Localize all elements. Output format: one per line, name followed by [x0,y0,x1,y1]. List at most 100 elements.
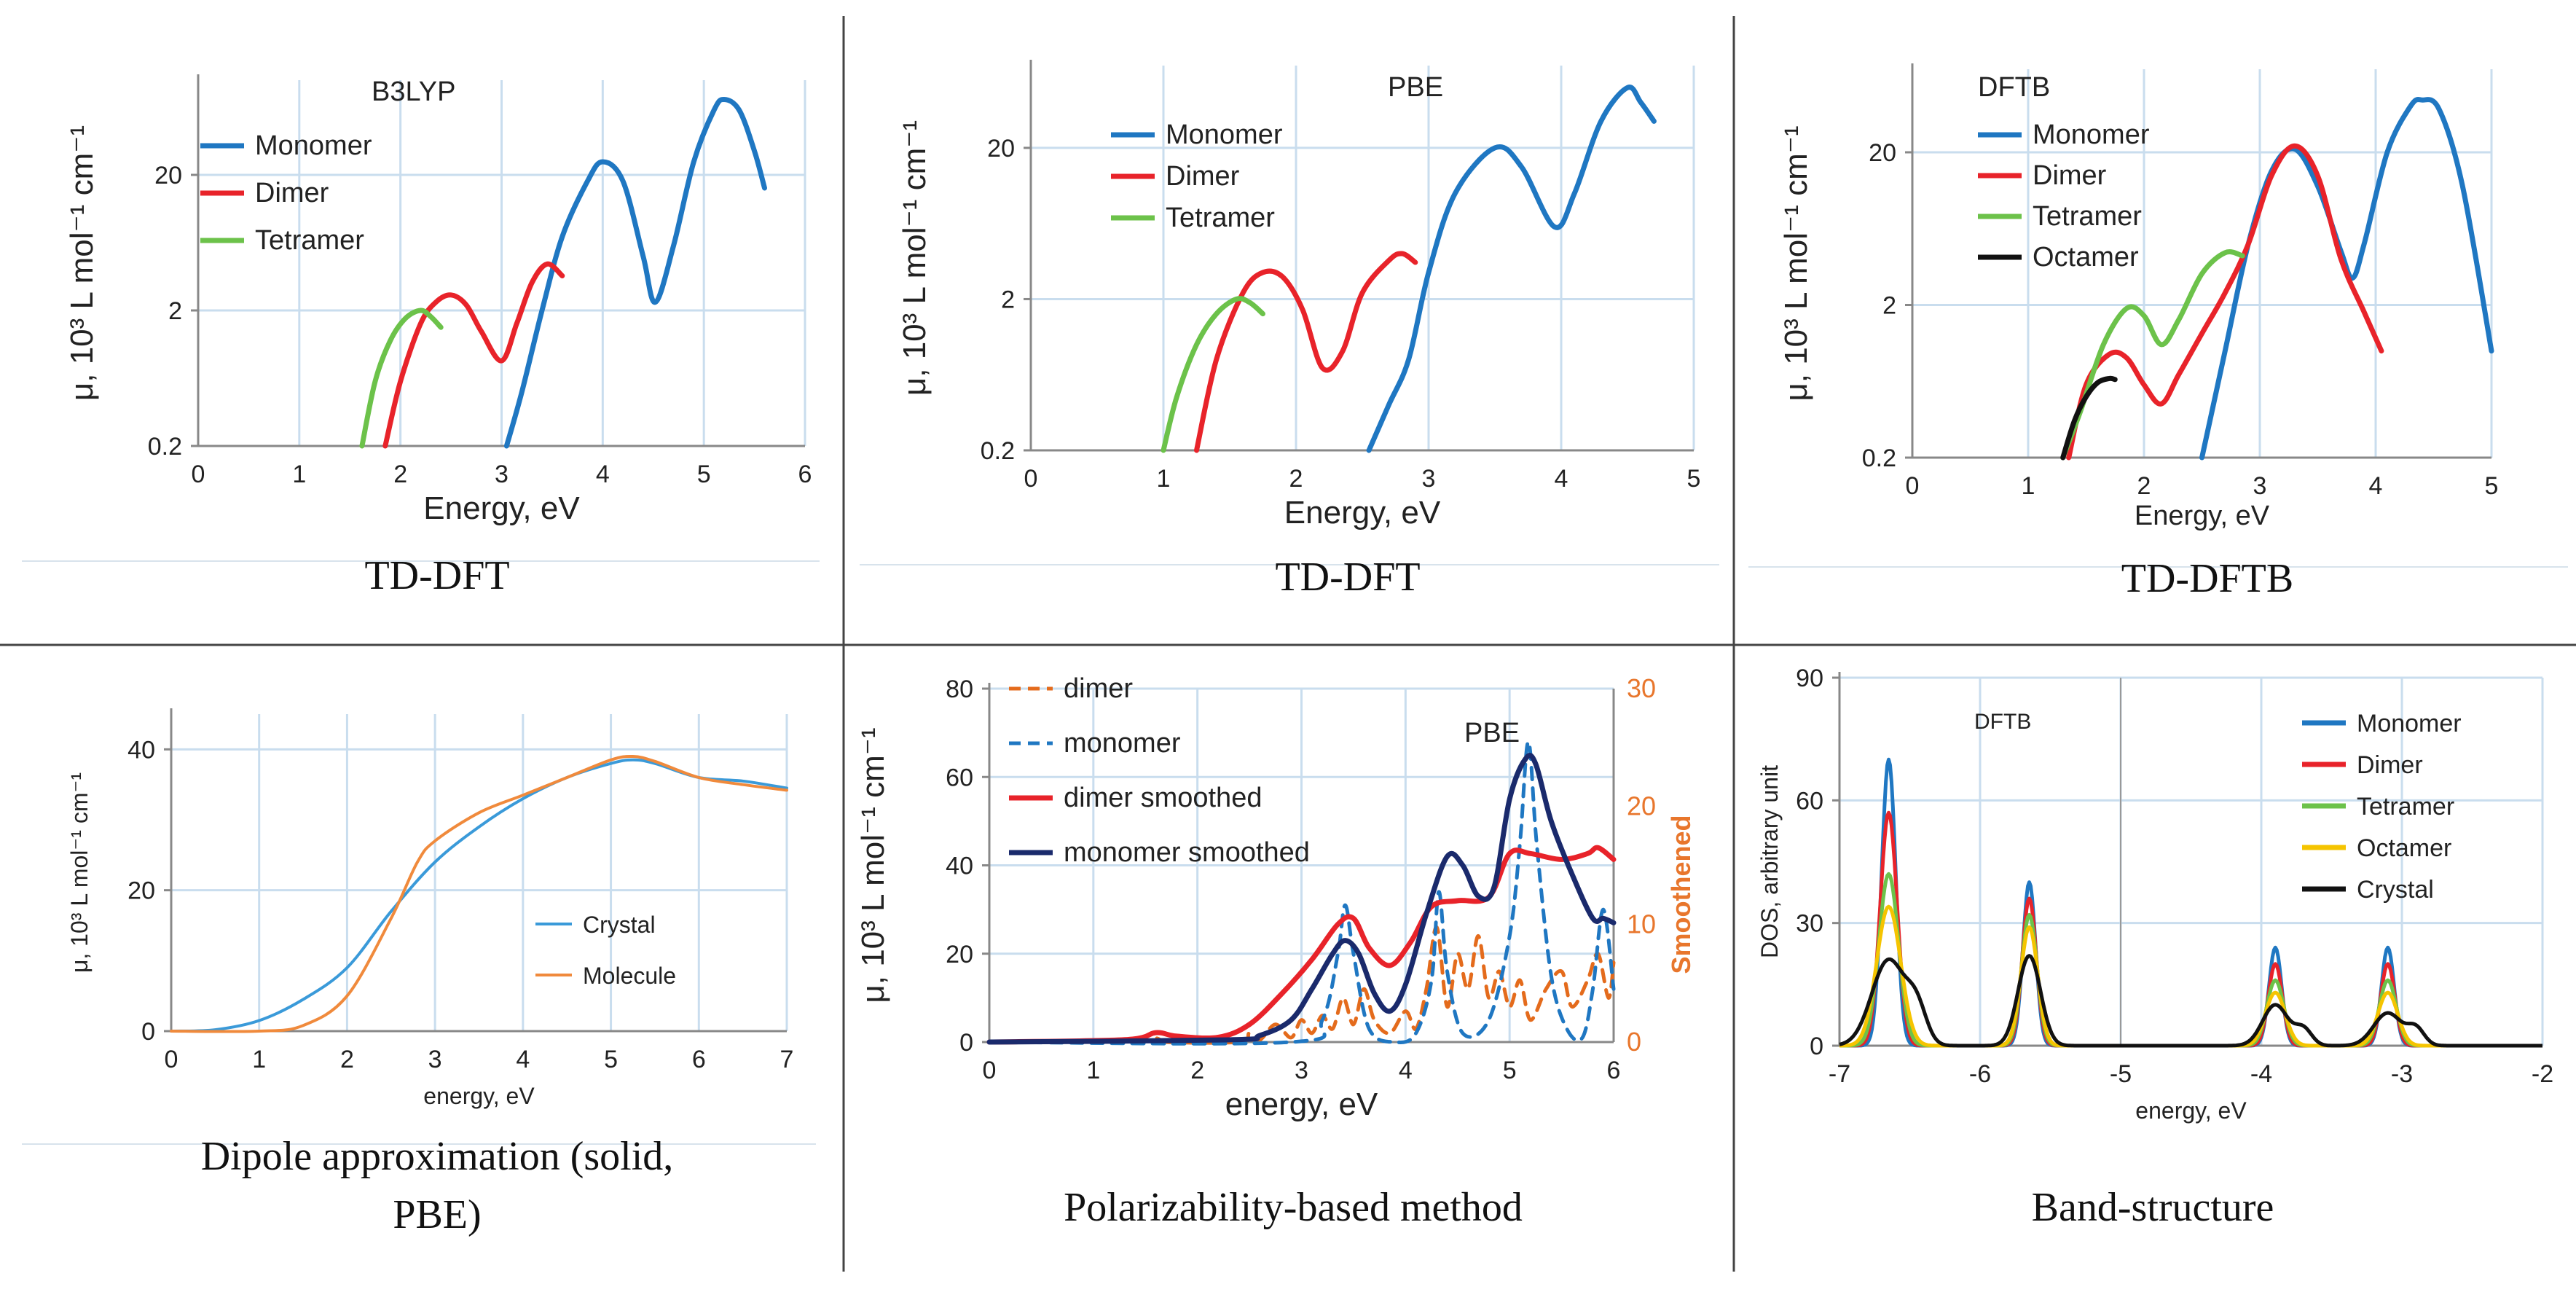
x-axis-label: Energy, eV [423,490,580,526]
y2-axis-label: Smoothened [1666,815,1696,974]
legend-label-monomer: monomer [1064,728,1181,759]
y-tick-label: 20 [946,941,973,968]
x-axis-label: energy, eV [1225,1087,1378,1122]
panel-caption: TD-DFTB [2121,556,2293,601]
legend-label-dimer: Dimer [2033,160,2107,191]
x-tick-label: 0 [192,461,205,488]
y-tick-label: 2 [1882,291,1896,319]
chart-title: B3LYP [372,77,455,107]
panel-dividers [0,16,2576,1272]
series-line-octamer [2060,375,2118,461]
legend-label-dimer: Dimer [1166,161,1240,192]
y-tick-label: 2 [168,297,182,325]
x-tick-label: 5 [604,1046,618,1073]
x-tick-label: 4 [596,461,610,488]
x-tick-label: 2 [1190,1057,1204,1084]
y-tick-label: 20 [127,877,155,905]
series-line-tetramer [1839,872,2543,1048]
x-tick-label: 1 [1157,465,1171,493]
series-line-monomer [503,97,767,449]
x-tick-label: 3 [1295,1057,1308,1084]
legend-label-tetramer: Tetramer [255,225,364,256]
y-tick-label: 90 [1796,665,1823,692]
x-tick-label: 3 [495,461,508,488]
y-axis-label: μ, 10³ L mol⁻¹ cm⁻¹ [66,772,93,973]
legend-label-monomer: Monomer [2033,120,2150,150]
y-tick-label: 0.2 [148,433,182,461]
legend-label-dimer: dimer [1064,673,1133,704]
y-tick-label: 20 [987,135,1015,163]
series-line-crystal [170,758,788,1033]
legend-label-monomer: Monomer [1166,120,1283,150]
x-tick-label: 3 [2253,472,2267,500]
x-tick-label: 1 [252,1046,266,1073]
y-axis-label: μ, 10³ L mol⁻¹ cm⁻¹ [64,125,100,401]
x-tick-label: 1 [292,461,306,488]
series-line-tetramer [359,308,444,449]
chart-b3lyp: 0 1 2 3 4 5 6 0.2 2 20 Energy, eV μ, 10³ L mol⁻¹ cm… [22,74,820,598]
chart-polarizability: 0 1 2 3 4 5 60204060800102030Smoothenedenergy,… [855,673,1696,1230]
x-tick-label: 2 [340,1046,354,1073]
y2-tick-label: 20 [1627,791,1656,821]
x-tick-label: 4 [1555,465,1568,493]
legend-label-monomer: Monomer [2357,710,2462,737]
x-tick-label: 2 [393,461,407,488]
chart-title: PBE [1464,718,1520,748]
chart-title: DFTB [1974,710,2031,734]
y2-tick-label: 0 [1627,1027,1641,1057]
y-tick-label: 0 [1810,1033,1823,1060]
chart-pbe: 0 1 2 3 4 5 0.2 2 20 Energy, eV μ, 10³ L mol⁻¹ cm⁻… [860,60,1719,600]
x-tick-label: 2 [1289,465,1303,493]
panel-caption: Dipole approximation (solid, [201,1134,674,1179]
chart-band: -7 -6 -5 -4 -3 -2 0 30 60 90 energy, eV DOS, arbitr… [1756,665,2553,1230]
y-tick-label: 80 [946,676,973,703]
legend-label-crystal: Crystal [2357,876,2434,904]
y-tick-label: 0 [959,1029,973,1057]
series-line-dimer [1194,251,1418,453]
x-tick-label: 1 [2022,472,2035,500]
y-axis-label: μ, 10³ L mol⁻¹ cm⁻¹ [1778,125,1814,401]
series-line-tetramer [2060,249,2245,461]
x-tick-label: 4 [1399,1057,1413,1084]
y2-tick-label: 10 [1627,909,1656,939]
y-tick-label: 0 [141,1018,155,1046]
legend-label-tetramer: Tetramer [2357,793,2454,821]
legend-label-dimer-smoothed: dimer smoothed [1064,783,1262,813]
legend-label-crystal: Crystal [583,912,656,938]
x-tick-label: 4 [2369,472,2383,500]
x-tick-label: -5 [2110,1060,2132,1088]
x-axis-label: Energy, eV [1284,495,1441,530]
x-tick-label: 6 [798,461,812,488]
legend-label-octamer: Octamer [2033,242,2139,273]
y-tick-label: 0.2 [1862,445,1896,472]
series-line-monomer [987,740,1616,1046]
x-tick-label: 4 [516,1046,530,1073]
y-tick-label: 40 [127,736,155,764]
x-tick-label: 3 [1422,465,1436,493]
x-axis-label: energy, eV [2135,1097,2247,1124]
x-tick-label: 5 [1687,465,1701,493]
legend-label-molecule: Molecule [583,963,676,989]
x-tick-label: 0 [983,1057,997,1084]
x-tick-label: 5 [2485,472,2499,500]
x-tick-label: 0 [165,1046,178,1073]
x-axis-label: energy, eV [423,1083,535,1109]
legend-label-dimer: Dimer [2357,751,2423,779]
y-tick-label: 40 [946,853,973,880]
series-line-monomer [1366,85,1657,453]
panel-caption: Band-structure [2032,1185,2274,1230]
panel-caption-line-2: PBE) [393,1192,481,1237]
y-axis-label: μ, 10³ L mol⁻¹ cm⁻¹ [855,727,891,1003]
legend-label-tetramer: Tetramer [2033,201,2142,232]
y-tick-label: 60 [946,764,973,791]
x-tick-label: -6 [1969,1060,1991,1088]
x-axis-label: Energy, eV [2135,501,2270,531]
x-tick-label: 0 [1024,465,1038,493]
chart-title: DFTB [1978,72,2050,103]
legend-label-tetramer: Tetramer [1166,203,1275,233]
series-line-dimer-smoothed [986,845,1617,1045]
x-tick-label: 3 [428,1046,442,1073]
chart-dipole: 0 1 2 3 4 5 6 7 0 20 40 energy, eV μ, 10³ L mol⁻¹ cm… [22,708,816,1237]
x-tick-label: -2 [2532,1060,2553,1088]
chart-title: PBE [1388,72,1443,103]
